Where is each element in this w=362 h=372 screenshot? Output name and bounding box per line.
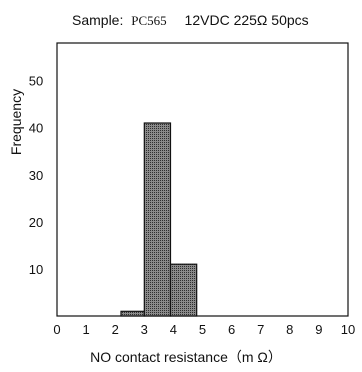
x-tick-label: 0 <box>53 322 60 337</box>
histogram-bar <box>143 122 172 317</box>
y-tick-labels: 10 20 30 40 50 <box>29 74 43 277</box>
x-tick-label: 7 <box>257 322 264 337</box>
x-axis-label: NO contact resistance（m Ω） <box>90 349 282 365</box>
x-tick-label: 9 <box>315 322 322 337</box>
x-tick-label: 6 <box>228 322 235 337</box>
y-tick-label: 10 <box>29 262 43 277</box>
title-suffix: 12VDC 225Ω 50pcs <box>185 12 309 28</box>
bars-layer <box>120 122 198 317</box>
y-tick-label: 40 <box>29 121 43 136</box>
histogram-bar <box>120 310 145 317</box>
x-tick-label: 2 <box>112 322 119 337</box>
y-tick-label: 20 <box>29 215 43 230</box>
histogram-bar <box>169 263 198 317</box>
y-tick-label: 30 <box>29 168 43 183</box>
plot-area <box>56 42 349 317</box>
y-tick-label: 50 <box>29 74 43 89</box>
title-prefix: Sample: <box>72 12 123 28</box>
x-tick-labels: 0 1 2 3 4 5 6 7 8 9 10 <box>53 322 355 337</box>
x-tick-label: 8 <box>286 322 293 337</box>
chart-title: Sample: PC565 12VDC 225Ω 50pcs <box>72 12 309 28</box>
y-axis-label: Frequency <box>8 89 24 155</box>
x-tick-label: 3 <box>141 322 148 337</box>
x-tick-label: 1 <box>82 322 89 337</box>
x-tick-label: 10 <box>341 322 355 337</box>
x-tick-label: 4 <box>170 322 177 337</box>
title-sample: PC565 <box>131 13 166 28</box>
x-tick-label: 5 <box>199 322 206 337</box>
